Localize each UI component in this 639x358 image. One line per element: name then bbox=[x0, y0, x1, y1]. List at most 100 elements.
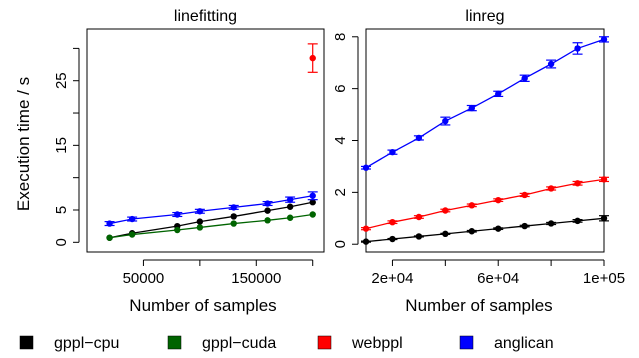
y-tick-label: 8 bbox=[332, 33, 349, 41]
y-tick-label: 15 bbox=[53, 137, 70, 154]
data-point bbox=[286, 196, 294, 203]
data-point bbox=[230, 220, 237, 227]
x-tick-label: 6e+04 bbox=[477, 270, 519, 287]
data-point bbox=[389, 235, 396, 243]
data-point bbox=[106, 234, 113, 241]
legend-label: webppl bbox=[351, 335, 403, 352]
data-point bbox=[495, 90, 502, 98]
data-point bbox=[600, 215, 608, 222]
data-point bbox=[574, 180, 581, 187]
series-gpplcuda bbox=[106, 211, 316, 241]
data-point bbox=[495, 196, 502, 204]
plots: linefitting 50000 150000 0 5 15 25 linreg 2e+04 6… bbox=[53, 8, 625, 287]
data-point bbox=[264, 217, 271, 224]
data-point bbox=[264, 207, 271, 214]
series-anglican bbox=[361, 36, 609, 171]
data-point bbox=[521, 222, 528, 230]
data-point bbox=[362, 225, 370, 232]
series-line bbox=[109, 201, 313, 239]
data-point bbox=[264, 200, 271, 207]
data-point bbox=[442, 230, 449, 238]
x-tick-label: 150000 bbox=[231, 270, 281, 287]
data-point bbox=[389, 218, 396, 226]
series-gpplcpu bbox=[361, 215, 609, 245]
data-point bbox=[547, 60, 555, 68]
series-webppl bbox=[361, 176, 609, 232]
data-point bbox=[286, 214, 294, 221]
legend-item: anglican bbox=[459, 335, 554, 352]
data-point bbox=[389, 148, 396, 156]
data-point bbox=[230, 204, 237, 211]
data-point bbox=[415, 213, 423, 221]
data-point bbox=[309, 54, 316, 62]
panel-1: linreg 2e+04 6e+04 1e+05 0 2 4 6 8 bbox=[332, 8, 625, 287]
y-tick-label: 0 bbox=[53, 238, 70, 246]
series-anglican bbox=[104, 191, 318, 227]
panel-0: linefitting 50000 150000 0 5 15 25 bbox=[53, 8, 325, 287]
series-webppl bbox=[307, 43, 318, 73]
x-tick-label: 2e+04 bbox=[371, 270, 413, 287]
series-line bbox=[365, 178, 605, 230]
legend-item: gppl−cpu bbox=[19, 335, 119, 352]
data-point bbox=[468, 202, 475, 209]
series-line bbox=[109, 213, 313, 239]
data-point bbox=[495, 225, 502, 232]
y-tick-label: 25 bbox=[53, 72, 70, 89]
data-point bbox=[286, 203, 294, 210]
data-point bbox=[574, 45, 581, 52]
x-tick-label: 50000 bbox=[123, 270, 165, 287]
figure-xlabel-right: Number of samples bbox=[405, 296, 552, 315]
legend-swatch bbox=[317, 335, 332, 350]
data-point bbox=[174, 211, 181, 218]
legend-swatch bbox=[167, 335, 182, 350]
data-point bbox=[574, 217, 581, 225]
data-point bbox=[468, 228, 475, 235]
figure-xlabel-left: Number of samples bbox=[129, 296, 276, 315]
legend-swatch bbox=[19, 335, 34, 350]
data-point bbox=[309, 192, 316, 199]
data-point bbox=[442, 207, 449, 214]
chart-title: linreg bbox=[465, 8, 504, 25]
data-point bbox=[600, 36, 608, 43]
data-point bbox=[196, 224, 204, 231]
chart-title: linefitting bbox=[174, 8, 237, 25]
data-point bbox=[106, 220, 113, 227]
y-tick-label: 0 bbox=[332, 240, 349, 248]
y-tick-label: 2 bbox=[332, 188, 349, 196]
data-point bbox=[309, 211, 316, 218]
data-point bbox=[309, 199, 316, 206]
legend-label: anglican bbox=[494, 335, 554, 352]
data-point bbox=[174, 226, 181, 234]
legend-label: gppl−cpu bbox=[54, 335, 119, 352]
series-line bbox=[365, 217, 605, 243]
data-point bbox=[128, 215, 136, 223]
legend: gppl−cpu gppl−cuda webppl anglican bbox=[19, 335, 554, 352]
legend-item: webppl bbox=[317, 335, 403, 352]
data-point bbox=[600, 176, 608, 183]
data-point bbox=[415, 233, 423, 240]
y-tick-label: 4 bbox=[332, 136, 349, 144]
legend-label: gppl−cuda bbox=[202, 335, 276, 352]
data-point bbox=[230, 213, 237, 220]
legend-swatch bbox=[459, 335, 474, 350]
data-point bbox=[442, 117, 449, 125]
y-tick-label: 5 bbox=[53, 206, 70, 214]
figure-ylabel: Execution time / s bbox=[14, 77, 33, 211]
data-point bbox=[196, 208, 204, 215]
data-point bbox=[521, 191, 528, 199]
data-point bbox=[362, 238, 370, 245]
data-point bbox=[521, 75, 528, 82]
series-line bbox=[109, 195, 313, 225]
data-point bbox=[547, 185, 555, 192]
plot-frame bbox=[365, 28, 605, 253]
series-gpplcpu bbox=[106, 199, 316, 241]
data-point bbox=[547, 220, 555, 227]
data-point bbox=[362, 164, 370, 171]
data-point bbox=[196, 218, 204, 225]
series-line bbox=[365, 38, 605, 169]
plot-frame bbox=[86, 28, 325, 253]
x-tick-label: 1e+05 bbox=[583, 270, 625, 287]
legend-item: gppl−cuda bbox=[167, 335, 276, 352]
data-point bbox=[468, 104, 475, 112]
